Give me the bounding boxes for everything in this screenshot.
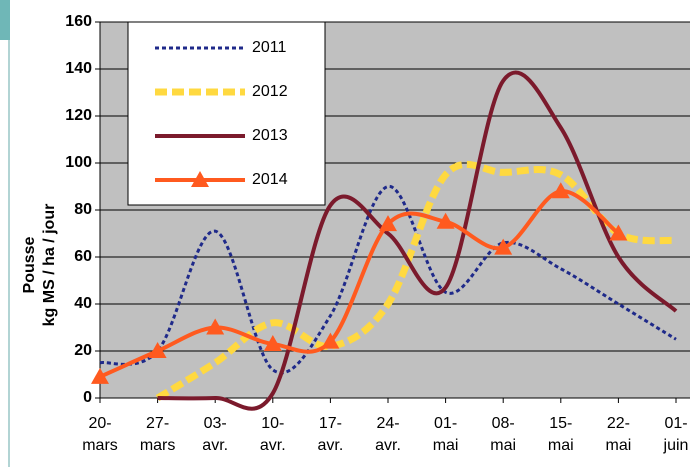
y-tick-label: 160 xyxy=(65,13,92,30)
x-tick-label: 15- xyxy=(549,415,572,432)
point-marker xyxy=(91,367,109,384)
y-tick-label: 20 xyxy=(74,342,92,359)
y-tick-label: 100 xyxy=(65,154,92,171)
series-line xyxy=(157,70,678,411)
x-tick-label: avr. xyxy=(318,437,344,454)
x-tick-label: 17- xyxy=(319,415,342,432)
point-marker xyxy=(436,212,455,229)
legend-box xyxy=(127,21,326,206)
x-tick-label: mai xyxy=(548,437,574,454)
x-tick-label: avr. xyxy=(202,437,228,454)
x-tick-label: avr. xyxy=(375,437,401,454)
series-line xyxy=(99,185,677,375)
y-tick-label: 140 xyxy=(65,60,92,77)
x-tick-label: 20- xyxy=(88,415,111,432)
legend-label: 2012 xyxy=(252,83,288,100)
x-tick-label: 03- xyxy=(204,415,227,432)
y-tick-label: 40 xyxy=(74,295,92,312)
legend-label: 2013 xyxy=(252,127,288,144)
x-tick-label: 10- xyxy=(261,415,284,432)
x-tick-label: juin xyxy=(663,437,689,454)
legend-label: 2014 xyxy=(252,171,288,188)
point-marker xyxy=(379,215,397,232)
y-tick-label: 60 xyxy=(74,248,92,265)
x-tick-label: mai xyxy=(606,437,632,454)
y-axis-label: kg MS / ha / jour xyxy=(41,204,58,327)
y-tick-label: 0 xyxy=(83,389,92,406)
y-tick-label: 120 xyxy=(65,107,92,124)
point-marker xyxy=(494,238,513,255)
x-tick-label: 27- xyxy=(146,415,169,432)
point-marker xyxy=(263,334,282,351)
x-tick-label: mars xyxy=(140,437,176,454)
x-tick-label: 01- xyxy=(434,415,457,432)
x-tick-label: 22- xyxy=(607,415,630,432)
x-tick-label: 01- xyxy=(664,415,687,432)
series-line xyxy=(99,189,620,379)
x-tick-label: 24- xyxy=(376,415,399,432)
panel-edge xyxy=(0,0,10,40)
x-tick-label: avr. xyxy=(260,437,286,454)
x-tick-label: mai xyxy=(433,437,459,454)
point-marker xyxy=(206,318,225,335)
legend-marker xyxy=(191,171,209,187)
legend-label: 2011 xyxy=(252,39,287,56)
point-marker xyxy=(609,224,628,241)
x-tick-label: 08- xyxy=(492,415,515,432)
point-marker xyxy=(551,182,570,199)
point-marker xyxy=(321,332,340,349)
y-axis-label: Pousse xyxy=(21,236,38,293)
point-marker xyxy=(148,342,167,358)
x-tick-label: mars xyxy=(82,437,118,454)
y-tick-label: 80 xyxy=(74,201,92,218)
x-tick-label: mai xyxy=(490,437,516,454)
